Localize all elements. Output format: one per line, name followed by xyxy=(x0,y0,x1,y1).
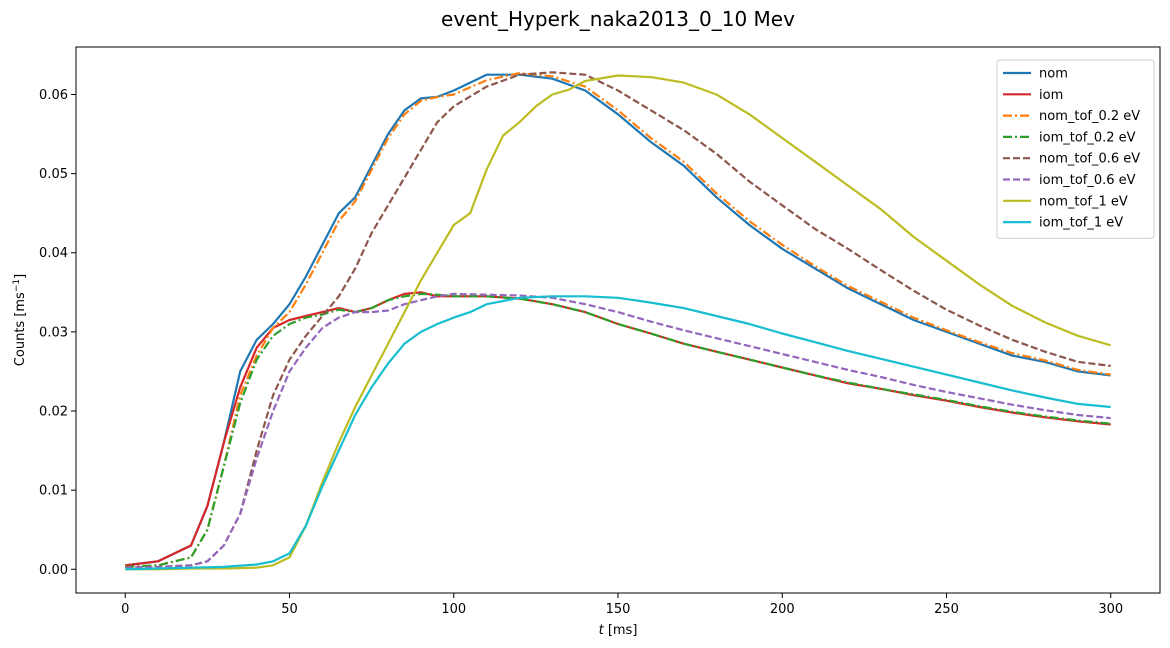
x-axis-label-unit: [ms] xyxy=(604,623,638,638)
series-line-3 xyxy=(125,292,1111,568)
x-tick-label: 150 xyxy=(606,602,631,617)
chart-title: event_Hyperk_naka2013_0_10 Mev xyxy=(441,7,795,31)
y-tick-label: 0.03 xyxy=(39,325,68,340)
y-tick-label: 0.06 xyxy=(39,88,68,103)
x-tick-label: 100 xyxy=(441,602,466,617)
y-tick-label: 0.02 xyxy=(39,405,68,420)
legend-label: nom_tof_0.2 eV xyxy=(1039,109,1140,124)
series-line-7 xyxy=(125,295,1111,571)
y-axis-label-superscript: −1 xyxy=(12,279,22,292)
x-axis: 0 50 100 150 200 250 300 xyxy=(121,593,1123,617)
legend-label: nom_tof_1 eV xyxy=(1039,194,1128,209)
legend: nom iom nom_tof_0.2 eV iom_tof_0.2 eV nom_to… xyxy=(996,59,1155,239)
y-tick-label: 0.00 xyxy=(39,563,68,578)
series-line-5 xyxy=(125,292,1111,569)
y-axis-label-end: ] xyxy=(13,274,28,279)
series-line-4 xyxy=(125,71,1111,569)
series-lines xyxy=(125,71,1112,571)
y-tick-label: 0.01 xyxy=(39,484,68,499)
legend-label: iom_tof_0.2 eV xyxy=(1039,130,1136,145)
series-line-0 xyxy=(125,73,1111,567)
legend-label: nom xyxy=(1039,67,1068,82)
x-axis-label-variable: t xyxy=(599,623,605,638)
x-tick-label: 250 xyxy=(934,602,959,617)
legend-box xyxy=(996,59,1155,239)
x-tick-label: 300 xyxy=(1098,602,1123,617)
x-tick-label: 200 xyxy=(770,602,795,617)
y-axis-label: Counts [ms−1] xyxy=(12,274,28,366)
legend-label: iom_tof_1 eV xyxy=(1039,216,1123,231)
y-tick-label: 0.04 xyxy=(39,246,68,261)
y-tick-label: 0.05 xyxy=(39,167,68,182)
y-axis: 0.00 0.01 0.02 0.03 0.04 0.05 0.06 xyxy=(39,88,76,578)
legend-label: iom xyxy=(1039,88,1063,103)
x-tick-label: 50 xyxy=(281,602,298,617)
y-axis-label-main: Counts [ms xyxy=(13,292,28,366)
x-axis-label: t [ms] xyxy=(599,623,638,638)
series-line-2 xyxy=(125,72,1111,568)
legend-label: nom_tof_0.6 eV xyxy=(1039,152,1140,167)
legend-label: iom_tof_0.6 eV xyxy=(1039,173,1136,188)
x-tick-label: 0 xyxy=(121,602,129,617)
